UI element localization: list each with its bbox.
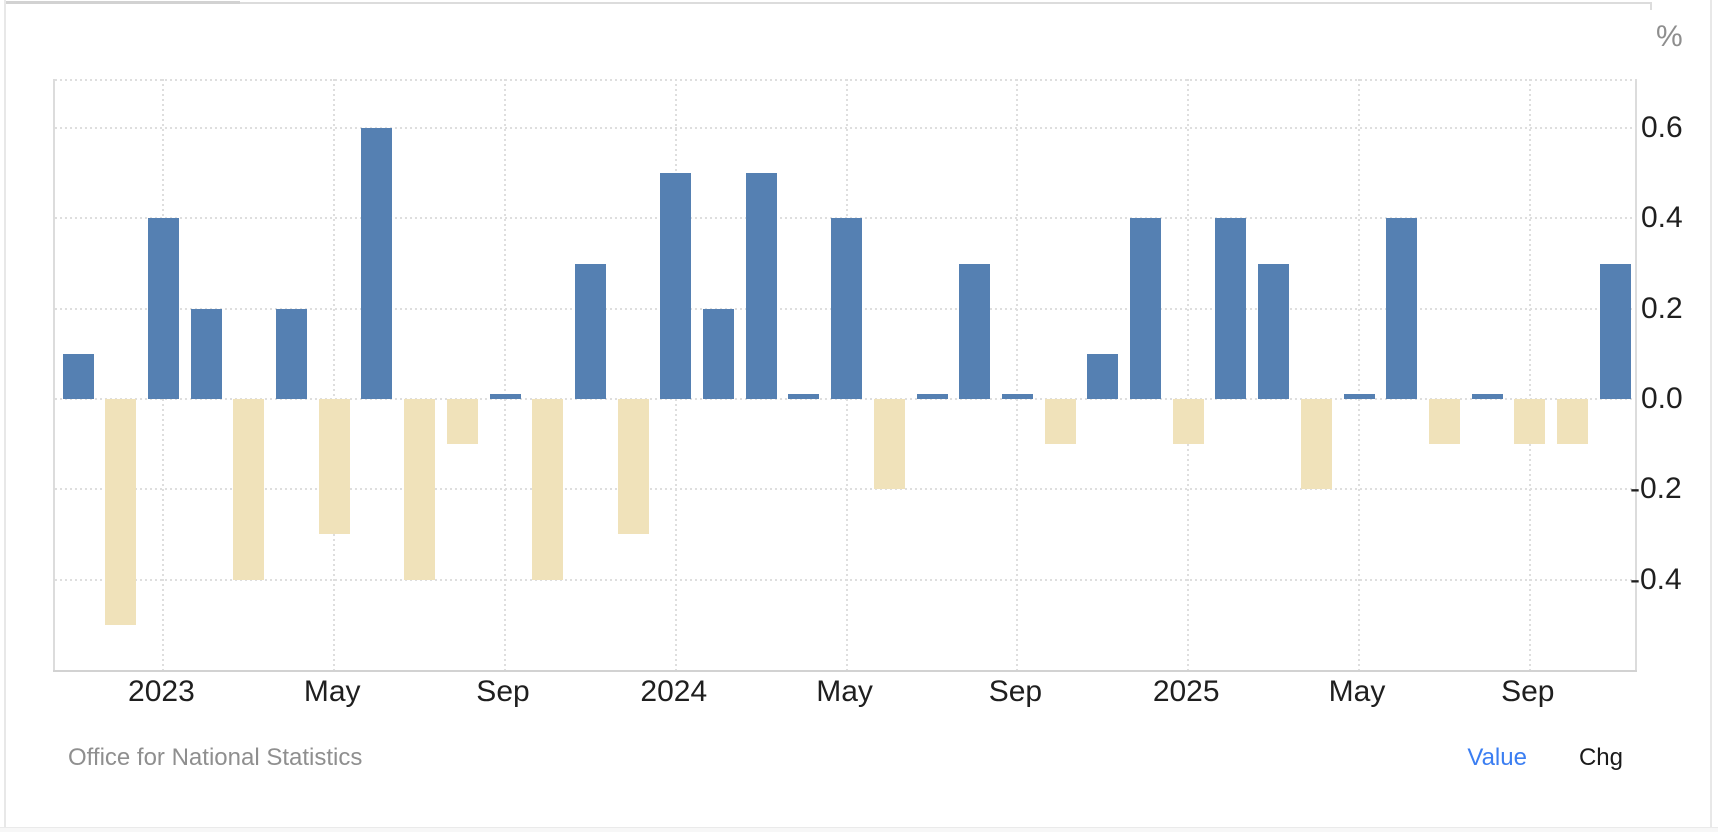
card-top-border-notch [1650,2,1652,10]
chart-bar-may-2025[interactable] [1343,394,1375,399]
y-gridline--0.4 [55,578,1635,581]
chart-bar-sep-2023[interactable] [489,394,521,399]
x-gridline-sep-2023 [504,79,506,670]
chart-bar-dec-2024[interactable] [1130,218,1161,399]
chart-bar-aug-2023[interactable] [446,399,478,445]
chart-bar-apr-2023[interactable] [276,308,307,399]
chart-bar-aug-2024[interactable] [959,263,991,399]
x-tick-label-sep-2024: Sep [988,675,1043,708]
x-gridline-sep-2024 [1016,79,1019,670]
chart-bar-jul-2023[interactable] [404,399,436,580]
chart-bar-jul-2025[interactable] [1428,399,1460,445]
chart-bar-jan-2023[interactable] [147,218,179,399]
chart-bar-may-2023[interactable] [318,399,350,535]
chart-bar-jun-2025[interactable] [1386,218,1418,399]
source-attribution: Office for National Statistics [68,744,363,771]
chart-bar-sep-2025[interactable] [1514,399,1546,445]
chart-bar-dec-2022[interactable] [105,399,137,625]
card-bottom-strip [0,827,1718,832]
card-top-border [6,2,1652,4]
chart-bar-mar-2024[interactable] [745,173,777,399]
y-axis-unit-label: % [1656,20,1683,53]
y-tick-label-0.2: 0.2 [1641,291,1683,325]
chart-bar-oct-2023[interactable] [532,399,564,580]
chart-bar-dec-2023[interactable] [617,399,649,535]
chart-bar-mar-2025[interactable] [1258,263,1290,399]
card-right-border [1710,0,1712,832]
series-toggle-group: Value Chg [1467,744,1623,772]
y-gridline--0.2 [55,488,1635,491]
x-tick-label-jan-2023: 2023 [128,675,195,708]
plot-top-gridline [55,79,1635,81]
chart-bar-mar-2023[interactable] [233,399,265,580]
y-tick-label--0.4: -0.4 [1630,562,1682,596]
chart-bar-jun-2023[interactable] [361,128,393,399]
chart-bar-jun-2024[interactable] [873,399,905,490]
chart-bar-feb-2025[interactable] [1215,218,1247,399]
chart-bar-jul-2024[interactable] [916,394,948,399]
chart-bar-oct-2024[interactable] [1044,399,1076,445]
x-tick-label-may-2025: May [1328,675,1386,708]
x-tick-label-jan-2024: 2024 [640,675,708,708]
x-axis-line [53,670,1637,672]
x-gridline-jan-2025 [1187,79,1190,670]
x-tick-label-may-2023: May [303,675,361,708]
chart-bar-aug-2025[interactable] [1471,394,1503,399]
y-tick-label-0.0: 0.0 [1641,382,1683,415]
chart-bar-nov-2022[interactable] [62,353,94,399]
x-tick-label-sep-2023: Sep [476,675,530,708]
chart-bar-nov-2024[interactable] [1087,353,1119,399]
x-gridline-sep-2025 [1528,79,1531,670]
card-left-border [4,0,6,827]
x-gridline-may-2023 [333,79,336,670]
chart-bar-may-2024[interactable] [831,218,863,399]
y-gridline-0.0 [55,398,1635,400]
chart-bar-oct-2025[interactable] [1557,399,1588,445]
chart-bar-feb-2024[interactable] [703,308,734,399]
chart-bar-nov-2023[interactable] [574,263,606,399]
x-gridline-may-2025 [1358,79,1360,670]
chart-bar-apr-2025[interactable] [1300,399,1332,490]
x-tick-label-may-2024: May [816,675,873,708]
chart-bar-apr-2024[interactable] [788,394,820,399]
chart-bar-feb-2023[interactable] [190,308,222,399]
chart-bar-jan-2024[interactable] [660,173,692,399]
plot-area [53,79,1637,672]
x-tick-label-jan-2025: 2025 [1152,675,1220,708]
toggle-value-link[interactable]: Value [1467,744,1527,771]
chart-bar-sep-2024[interactable] [1001,394,1033,399]
toggle-chg-link[interactable]: Chg [1578,744,1623,771]
y-tick-label--0.2: -0.2 [1630,472,1682,506]
y-gridline-0.6 [55,127,1635,130]
active-tab-underline [6,1,240,4]
y-tick-label-0.6: 0.6 [1641,111,1683,145]
chart-bar-nov-2025[interactable] [1599,263,1631,399]
x-tick-label-sep-2025: Sep [1501,675,1555,708]
chart-bar-jan-2025[interactable] [1172,399,1204,445]
y-tick-label-0.4: 0.4 [1641,201,1683,235]
